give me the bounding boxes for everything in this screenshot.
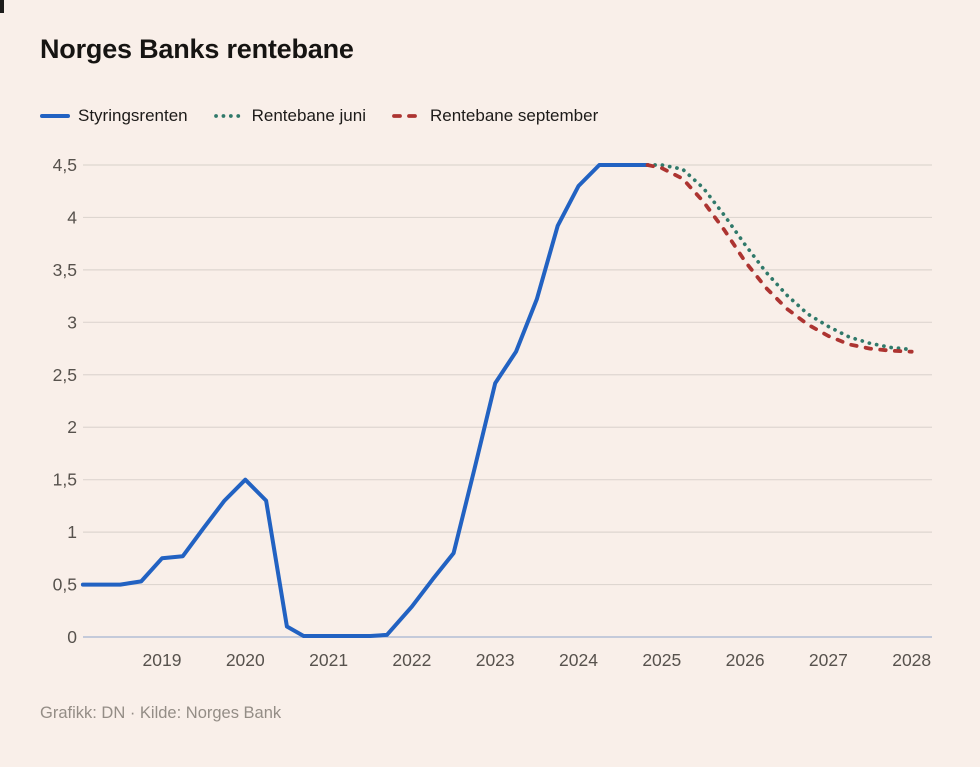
source-credit: Grafikk: DN · Kilde: Norges Bank: [40, 704, 282, 722]
series-line-rentebane-juni: [645, 163, 914, 352]
y-tick-label: 0,5: [53, 575, 77, 595]
x-tick-label: 2019: [143, 650, 182, 670]
x-tick-label: 2027: [809, 650, 848, 670]
y-tick-label: 2: [67, 417, 77, 437]
x-tick-label: 2020: [226, 650, 265, 670]
legend-item-rentebane-september: Rentebane september: [392, 106, 598, 126]
legend-label: Styringsrenten: [78, 106, 188, 125]
y-tick-label: 3: [67, 312, 77, 332]
y-tick-label: 3,5: [53, 260, 77, 280]
legend-item-rentebane-juni: Rentebane juni: [213, 106, 366, 126]
x-tick-label: 2024: [559, 650, 598, 670]
x-tick-label: 2023: [476, 650, 515, 670]
chart-legend: Styringsrenten Rentebane juni Rentebane …: [40, 106, 598, 126]
dotted-line-swatch-icon: [213, 112, 244, 120]
x-tick-label: 2025: [642, 650, 681, 670]
legend-label: Rentebane september: [430, 106, 599, 125]
x-tick-label: 2021: [309, 650, 348, 670]
y-tick-label: 2,5: [53, 365, 77, 385]
series-line-rentebane-september: [645, 163, 914, 354]
y-tick-label: 4,5: [53, 155, 77, 175]
y-tick-label: 0: [67, 627, 77, 647]
x-tick-label: 2022: [392, 650, 431, 670]
x-tick-label: 2026: [726, 650, 765, 670]
y-tick-label: 1: [67, 522, 77, 542]
legend-item-styringsrenten: Styringsrenten: [40, 106, 188, 126]
x-tick-label: 2028: [892, 650, 931, 670]
legend-label: Rentebane juni: [251, 106, 366, 125]
series-line-styringsrenten: [80, 163, 650, 638]
page-title: Norges Banks rentebane: [40, 34, 354, 64]
y-tick-label: 1,5: [53, 470, 77, 490]
screenshot-corner-artifact: [0, 0, 4, 13]
dashed-line-swatch-icon: [392, 112, 422, 120]
y-tick-label: 4: [67, 207, 77, 227]
solid-line-swatch-icon: [40, 112, 70, 120]
